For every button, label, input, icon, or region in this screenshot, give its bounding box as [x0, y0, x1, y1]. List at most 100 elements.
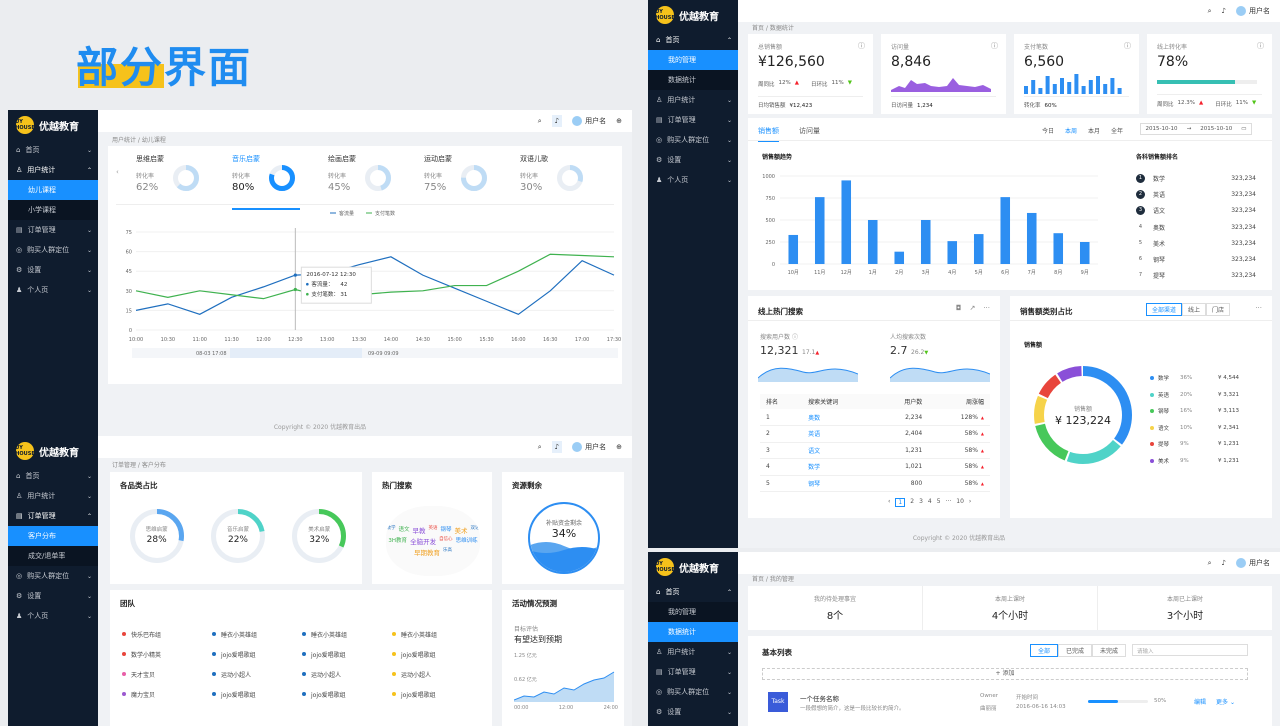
- sidebar-item[interactable]: ◎ 购买人群定位 ⌄: [8, 566, 98, 586]
- share-icon[interactable]: ↗: [969, 304, 976, 312]
- cloud-word[interactable]: 全脑开发: [410, 538, 437, 546]
- period-tab[interactable]: 全年: [1111, 128, 1124, 135]
- bar[interactable]: [814, 197, 825, 264]
- sidebar-item[interactable]: ▤ 订单管理 ⌃: [8, 506, 98, 526]
- search-icon[interactable]: ⌕: [1207, 6, 1212, 15]
- crumb-item[interactable]: 用户统计: [112, 137, 137, 144]
- cloud-word[interactable]: 乐高: [443, 548, 452, 553]
- page-item[interactable]: 5: [936, 498, 941, 505]
- crumb-item[interactable]: 首页: [752, 576, 765, 583]
- more-icon[interactable]: ···: [1255, 304, 1262, 312]
- bar[interactable]: [1053, 233, 1064, 264]
- sidebar-item[interactable]: ◎ 购买人群定位 ⌄: [648, 682, 738, 702]
- sidebar-item[interactable]: ▤ 订单管理 ⌄: [648, 110, 738, 130]
- bell-icon[interactable]: ♪: [1221, 7, 1226, 15]
- legend-item[interactable]: 美术 9% ¥ 1,231: [1150, 453, 1262, 470]
- globe-icon[interactable]: ⊕: [616, 117, 622, 125]
- team-item[interactable]: jojo爱唱歌组: [392, 690, 482, 699]
- donut-slice[interactable]: [1034, 366, 1132, 464]
- team-item[interactable]: 运动小超人: [392, 670, 482, 679]
- data-point[interactable]: [293, 273, 297, 277]
- legend-item[interactable]: 钢琴 16% ¥ 3,113: [1150, 403, 1262, 420]
- bar[interactable]: [894, 251, 905, 264]
- page-item[interactable]: ···: [945, 498, 952, 505]
- bar[interactable]: [920, 220, 931, 264]
- legend-item[interactable]: 英语 20% ¥ 3,321: [1150, 387, 1262, 404]
- rank-item[interactable]: 2 英语 323,234: [1136, 186, 1256, 202]
- team-item[interactable]: 睡衣小英雄组: [212, 630, 302, 639]
- sidebar-item[interactable]: ⌂ 首页 ⌄: [8, 140, 98, 160]
- page-item[interactable]: 3: [919, 498, 923, 505]
- search-input[interactable]: 请输入: [1132, 644, 1248, 656]
- cloud-word[interactable]: 数学: [386, 526, 396, 531]
- cloud-word[interactable]: 早教: [412, 527, 426, 535]
- table-cell[interactable]: 钢琴: [802, 475, 876, 492]
- sidebar-item[interactable]: ♙ 用户统计 ⌄: [648, 642, 738, 662]
- rank-item[interactable]: 7 提琴 323,234: [1136, 268, 1256, 284]
- course-tab[interactable]: 音乐启蒙 转化率 80%: [232, 152, 328, 210]
- team-item[interactable]: 数学小精英: [122, 650, 212, 659]
- period-tab[interactable]: 今日: [1042, 128, 1055, 135]
- table-cell[interactable]: 奥数: [802, 409, 876, 426]
- sales-tab[interactable]: 访问量: [799, 127, 820, 135]
- sidebar-item[interactable]: ⌂ 首页 ⌃: [648, 582, 738, 602]
- filter-tab[interactable]: 已完成: [1058, 644, 1093, 657]
- bell-icon[interactable]: ♪: [551, 441, 563, 453]
- course-tab[interactable]: 双语儿歌 转化率 30%: [520, 152, 616, 208]
- team-item[interactable]: jojo爱唱歌组: [212, 650, 302, 659]
- page-item[interactable]: 4: [927, 498, 932, 505]
- date-range[interactable]: 2015-10-10 → 2015-10-10 ▭: [1140, 123, 1252, 135]
- team-item[interactable]: 运动小超人: [212, 670, 302, 679]
- bar[interactable]: [1026, 212, 1037, 264]
- sidebar-item[interactable]: 我的管理: [648, 602, 738, 622]
- rank-item[interactable]: 6 钢琴 323,234: [1136, 251, 1256, 267]
- zoom-slider[interactable]: 08-03 17:08 09-09 09:09: [132, 348, 618, 358]
- prev-arrow-icon[interactable]: ‹: [116, 168, 119, 176]
- channel-tab[interactable]: 线上: [1182, 303, 1207, 316]
- search-icon[interactable]: ⌕: [1207, 558, 1212, 567]
- slider-window[interactable]: [230, 348, 362, 358]
- cloud-word[interactable]: 英语: [428, 526, 438, 531]
- more-link[interactable]: 更多 ⌄: [1216, 697, 1235, 706]
- cloud-word[interactable]: 钢琴: [440, 527, 452, 533]
- next-page-icon[interactable]: ›: [968, 498, 972, 505]
- sidebar-item[interactable]: ♙ 用户统计 ⌃: [8, 160, 98, 180]
- filter-tab[interactable]: 未完成: [1092, 644, 1127, 657]
- sidebar-item[interactable]: ♟ 个人页 ⌄: [8, 606, 98, 626]
- rank-item[interactable]: 1 数学 323,234: [1136, 170, 1256, 186]
- sidebar-item[interactable]: ◎ 购买人群定位 ⌄: [8, 240, 98, 260]
- user-menu[interactable]: 用户名: [1236, 6, 1270, 16]
- page-item[interactable]: 2: [910, 498, 915, 505]
- sidebar-item[interactable]: ⚙ 设置 ⌄: [8, 586, 98, 606]
- course-tab[interactable]: 运动启蒙 转化率 75%: [424, 152, 520, 208]
- sidebar-item[interactable]: ⌂ 首页 ⌃: [648, 30, 738, 50]
- bar[interactable]: [1000, 197, 1011, 264]
- sidebar-item[interactable]: 数据统计: [648, 70, 738, 90]
- more-icon[interactable]: ···: [983, 304, 990, 312]
- edit-link[interactable]: 编辑: [1194, 699, 1207, 706]
- course-tab[interactable]: 绘画启蒙 转化率 45%: [328, 152, 424, 208]
- bell-icon[interactable]: ♪: [551, 115, 563, 127]
- period-tab[interactable]: 本周: [1065, 128, 1078, 135]
- team-item[interactable]: 魔力宝贝: [122, 690, 212, 699]
- team-item[interactable]: jojo爱唱歌组: [392, 650, 482, 659]
- sidebar-item[interactable]: ▤ 订单管理 ⌄: [648, 662, 738, 682]
- add-button[interactable]: + 添加: [762, 668, 1248, 680]
- team-item[interactable]: 睡衣小英雄组: [392, 630, 482, 639]
- sidebar-item[interactable]: 我的管理: [648, 50, 738, 70]
- search-icon[interactable]: ⌕: [537, 116, 542, 125]
- cloud-word[interactable]: 语文: [398, 527, 410, 533]
- page-item[interactable]: 10: [956, 498, 964, 505]
- table-cell[interactable]: 语文: [802, 442, 876, 459]
- data-point[interactable]: [293, 287, 297, 292]
- bar[interactable]: [788, 234, 799, 264]
- sidebar-item[interactable]: ◎ 购买人群定位 ⌄: [648, 130, 738, 150]
- cloud-word[interactable]: 自信心: [439, 537, 453, 542]
- sidebar-item[interactable]: 客户分布: [8, 526, 98, 546]
- donut-slice[interactable]: [1034, 366, 1132, 464]
- filter-tab[interactable]: 全部: [1030, 644, 1059, 657]
- table-cell[interactable]: 英语: [802, 426, 876, 443]
- legend-item[interactable]: 语文 10% ¥ 2,341: [1150, 420, 1262, 437]
- sidebar-item[interactable]: ⚙ 设置 ⌄: [8, 260, 98, 280]
- team-item[interactable]: jojo爱唱歌组: [302, 690, 392, 699]
